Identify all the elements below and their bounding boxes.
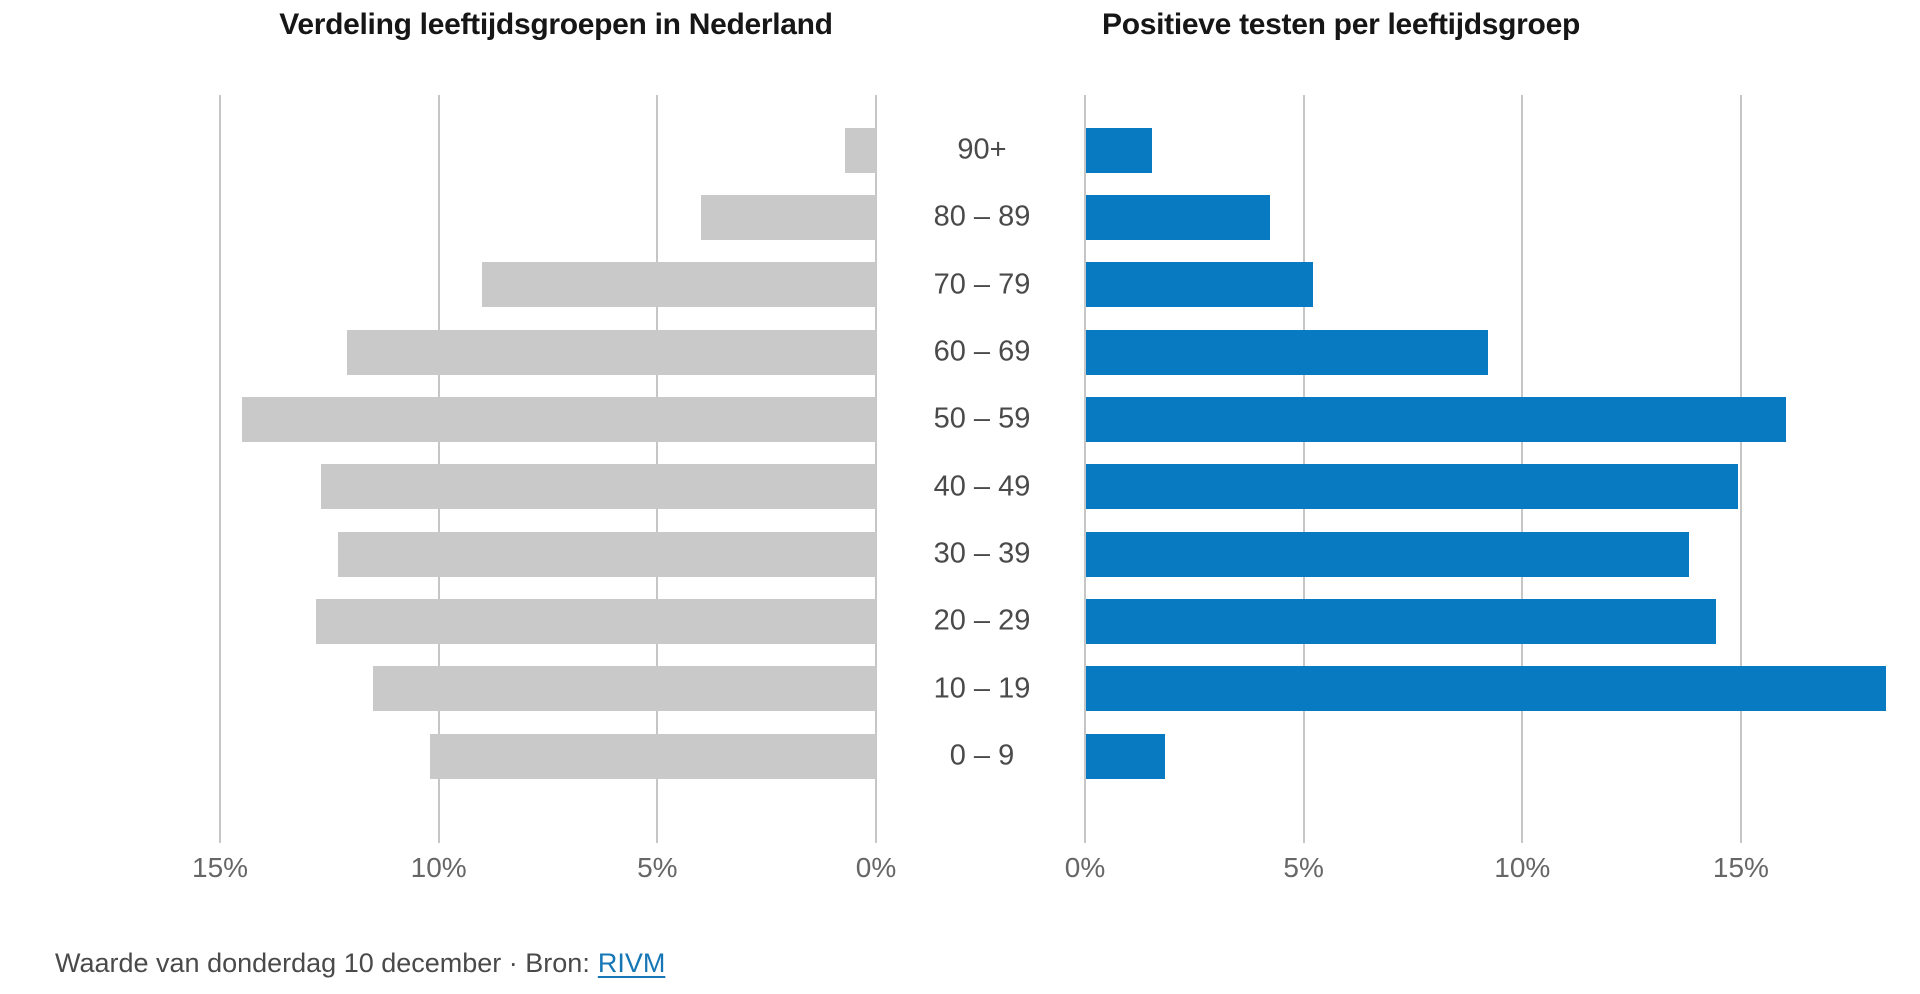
positive-tests-bar <box>1086 666 1887 712</box>
gridline <box>1084 95 1086 843</box>
age-group-label: 30 – 39 <box>933 537 1031 570</box>
age-group-label: 0 – 9 <box>949 739 1015 772</box>
positive-tests-bar <box>1086 464 1738 510</box>
age-group-label: 70 – 79 <box>933 268 1031 301</box>
age-group-label: 40 – 49 <box>933 470 1031 503</box>
gridline <box>219 95 222 843</box>
axis-tick-label: 0% <box>855 852 897 883</box>
positive-tests-bar <box>1086 396 1786 442</box>
population-bar <box>701 194 876 240</box>
age-group-label: 10 – 19 <box>933 672 1031 705</box>
age-group-label: 20 – 29 <box>933 604 1031 637</box>
population-bar <box>482 262 876 308</box>
age-group-label: 60 – 69 <box>933 335 1031 368</box>
population-bar <box>320 464 876 510</box>
population-bar <box>845 127 876 173</box>
gridline <box>875 95 877 843</box>
age-group-label: 90+ <box>957 133 1007 166</box>
axis-tick-label: 5% <box>1283 852 1324 883</box>
positive-tests-bar <box>1086 598 1716 644</box>
population-bar <box>373 666 876 712</box>
population-bar <box>316 598 876 644</box>
positive-tests-bar <box>1086 531 1690 577</box>
population-bar <box>346 329 876 375</box>
axis-tick-label: 0% <box>1064 852 1106 883</box>
age-group-label: 50 – 59 <box>933 402 1031 435</box>
positive-tests-bar <box>1086 733 1165 779</box>
population-bar <box>338 531 876 577</box>
left-chart-title: Verdeling leeftijdsgroepen in Nederland <box>279 8 833 41</box>
age-group-label: 80 – 89 <box>933 200 1031 233</box>
positive-tests-bar <box>1086 127 1152 173</box>
positive-tests-bar <box>1086 262 1314 308</box>
axis-tick-label: 10% <box>1494 852 1551 883</box>
population-bar <box>429 733 876 779</box>
gridline <box>1739 95 1742 843</box>
population-bar <box>241 396 876 442</box>
footer: Waarde van donderdag 10 december · Bron:… <box>55 948 665 979</box>
footer-text: Waarde van donderdag 10 december · Bron: <box>55 948 590 978</box>
positive-tests-bar <box>1086 329 1489 375</box>
axis-tick-label: 10% <box>410 852 467 883</box>
source-link-rivm[interactable]: RIVM <box>597 948 666 978</box>
positive-tests-bar <box>1086 194 1270 240</box>
axis-tick-label: 15% <box>1712 852 1769 883</box>
right-chart-title: Positieve testen per leeftijdsgroep <box>1102 8 1580 41</box>
axis-tick-label: 5% <box>637 852 678 883</box>
axis-tick-label: 15% <box>192 852 249 883</box>
